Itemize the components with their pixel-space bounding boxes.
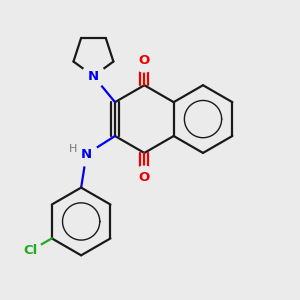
Text: O: O <box>139 172 150 184</box>
Circle shape <box>82 64 105 88</box>
Circle shape <box>133 166 156 190</box>
Circle shape <box>18 239 42 263</box>
Text: Cl: Cl <box>23 244 37 257</box>
Circle shape <box>133 48 156 72</box>
Text: H: H <box>69 144 77 154</box>
Text: N: N <box>81 148 92 161</box>
Circle shape <box>75 142 98 166</box>
Text: N: N <box>88 70 99 83</box>
Text: O: O <box>139 54 150 67</box>
